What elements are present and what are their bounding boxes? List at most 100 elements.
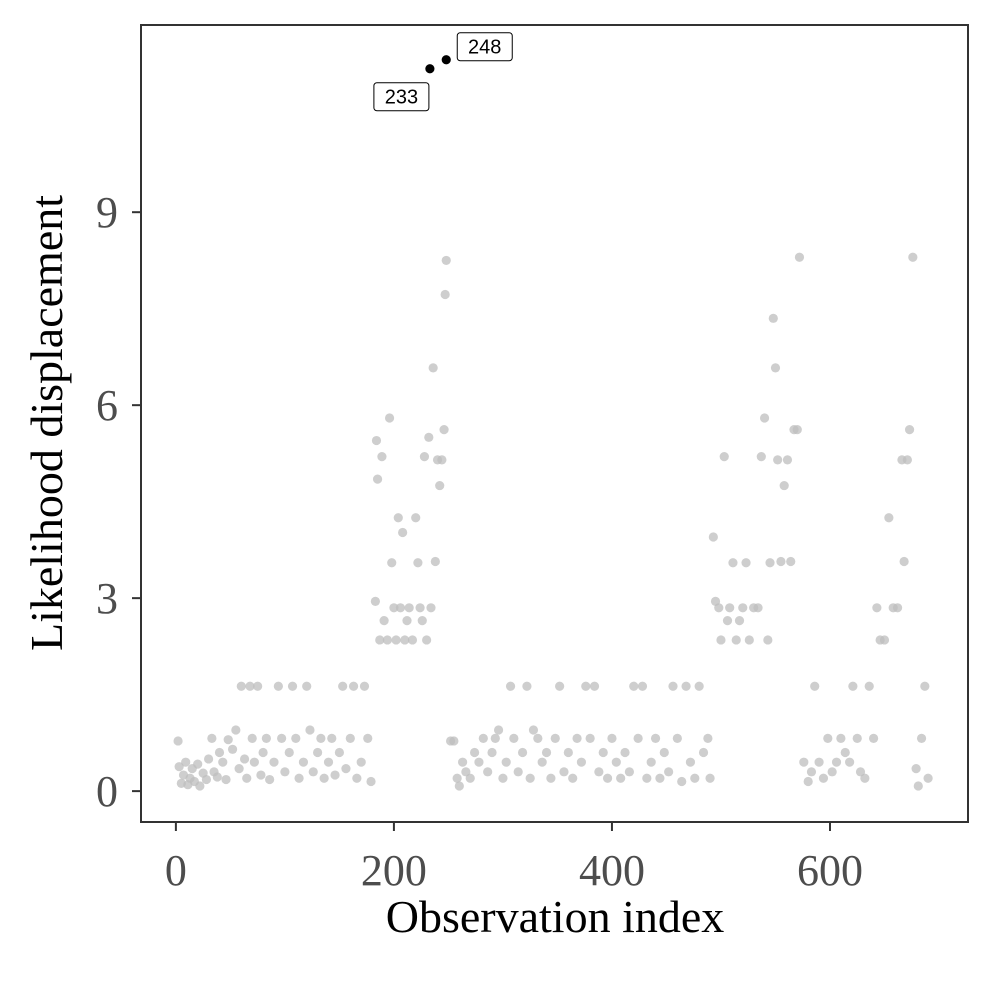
point bbox=[848, 681, 858, 691]
point bbox=[437, 455, 447, 465]
point bbox=[203, 754, 214, 764]
point bbox=[629, 681, 639, 691]
point bbox=[327, 733, 337, 743]
point bbox=[533, 733, 543, 743]
point bbox=[633, 733, 643, 743]
point bbox=[294, 773, 304, 783]
point bbox=[247, 733, 257, 743]
point bbox=[181, 757, 191, 767]
point bbox=[563, 747, 573, 758]
point bbox=[611, 757, 621, 767]
point bbox=[716, 635, 726, 645]
point bbox=[607, 733, 617, 743]
point bbox=[313, 747, 323, 758]
point bbox=[425, 64, 435, 74]
point bbox=[616, 773, 626, 783]
point bbox=[620, 747, 630, 758]
x-axis-title: Observation index bbox=[386, 891, 725, 942]
point bbox=[568, 773, 578, 783]
point bbox=[269, 757, 279, 767]
point bbox=[879, 635, 890, 645]
point bbox=[348, 681, 359, 691]
point bbox=[419, 452, 430, 462]
point bbox=[685, 757, 696, 767]
point bbox=[786, 556, 796, 567]
point bbox=[400, 635, 410, 645]
point bbox=[245, 681, 255, 691]
point bbox=[305, 725, 315, 735]
point bbox=[387, 558, 397, 568]
point bbox=[872, 603, 882, 613]
point bbox=[855, 767, 866, 777]
point bbox=[845, 757, 855, 767]
point bbox=[513, 767, 523, 777]
point bbox=[440, 289, 450, 300]
point bbox=[908, 252, 918, 262]
annotation-box bbox=[373, 82, 430, 112]
point bbox=[457, 757, 468, 767]
point bbox=[681, 681, 691, 691]
point bbox=[316, 733, 326, 743]
point bbox=[550, 733, 560, 743]
point bbox=[637, 681, 648, 691]
point bbox=[379, 616, 389, 626]
y-tick-label: 9 bbox=[96, 188, 118, 237]
point bbox=[624, 767, 634, 777]
point bbox=[541, 747, 552, 758]
point bbox=[690, 773, 700, 783]
point bbox=[810, 681, 820, 691]
point bbox=[572, 733, 582, 743]
point bbox=[509, 733, 519, 743]
point bbox=[430, 556, 440, 567]
point bbox=[195, 781, 205, 791]
point bbox=[261, 733, 271, 743]
point bbox=[239, 754, 250, 764]
point bbox=[864, 681, 874, 691]
point bbox=[814, 757, 824, 767]
point bbox=[576, 757, 587, 767]
point bbox=[884, 513, 894, 523]
point bbox=[173, 736, 183, 746]
point bbox=[236, 681, 246, 691]
point bbox=[803, 776, 813, 787]
point bbox=[546, 773, 556, 783]
point bbox=[193, 759, 203, 769]
point bbox=[902, 455, 912, 465]
point bbox=[904, 425, 915, 435]
point bbox=[892, 603, 903, 613]
point bbox=[366, 776, 376, 787]
point bbox=[792, 425, 802, 435]
point bbox=[334, 747, 345, 758]
point bbox=[728, 558, 738, 568]
x-tick-label: 600 bbox=[797, 846, 863, 895]
point bbox=[776, 556, 786, 567]
point bbox=[899, 556, 909, 567]
x-tick-label: 0 bbox=[165, 846, 187, 895]
point bbox=[469, 747, 480, 758]
point bbox=[714, 603, 724, 613]
point bbox=[818, 773, 829, 783]
point bbox=[372, 474, 383, 484]
point bbox=[395, 603, 406, 613]
point bbox=[734, 616, 745, 626]
point bbox=[242, 773, 252, 783]
point bbox=[338, 681, 348, 691]
point bbox=[559, 767, 569, 777]
point bbox=[525, 773, 535, 783]
y-tick-label: 0 bbox=[96, 767, 118, 816]
point bbox=[435, 480, 445, 491]
point bbox=[370, 596, 380, 606]
point bbox=[302, 681, 312, 691]
point bbox=[398, 527, 408, 538]
point bbox=[664, 767, 674, 777]
point bbox=[698, 747, 709, 758]
point bbox=[371, 435, 382, 446]
point bbox=[214, 747, 225, 758]
point bbox=[487, 747, 497, 758]
point bbox=[703, 733, 713, 743]
point bbox=[441, 55, 451, 65]
point bbox=[731, 635, 741, 645]
point bbox=[642, 773, 652, 783]
point bbox=[291, 733, 301, 743]
point bbox=[744, 635, 754, 645]
